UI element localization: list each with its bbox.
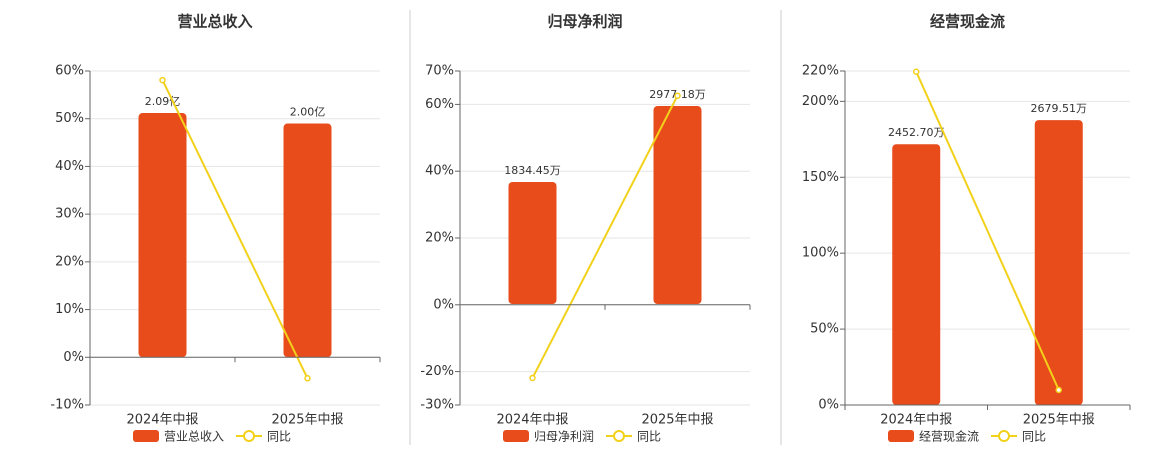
point	[159, 76, 166, 84]
y-tick-label: 50%	[55, 111, 84, 126]
y-tick-label: -10%	[50, 398, 84, 413]
y-tick-label: -20%	[420, 364, 454, 379]
bar	[1034, 120, 1083, 405]
y-tick-label: 0%	[433, 297, 454, 312]
y-tick-label: 40%	[425, 164, 454, 179]
legend-swatch	[503, 430, 529, 442]
bar	[283, 123, 332, 358]
x-tick-label: 2025年中报	[271, 413, 343, 428]
line	[531, 95, 679, 379]
legend-swatch	[613, 430, 626, 442]
point	[1055, 386, 1062, 394]
y-tick-label: 20%	[55, 254, 84, 269]
value-label: 2.00亿	[290, 106, 326, 119]
y-tick-label: 70%	[425, 64, 454, 79]
chart-title: 经营现金流	[930, 13, 1005, 31]
y-tick-label: 40%	[55, 159, 84, 174]
y-tick-label: 30%	[55, 207, 84, 222]
legend-label: 同比	[1022, 430, 1046, 444]
line	[915, 71, 1060, 391]
value-label: 1834.45万	[504, 164, 561, 177]
point	[913, 68, 920, 76]
y-tick-label: 150%	[802, 170, 839, 185]
legend-swatch	[243, 430, 256, 442]
chart-title: 营业总收入	[177, 13, 252, 31]
y-tick-label: 60%	[425, 97, 454, 112]
value-label: 2679.51万	[1031, 102, 1088, 115]
point	[529, 374, 536, 382]
bar	[508, 182, 557, 304]
y-tick-label: 60%	[55, 64, 84, 79]
y-tick-label: 100%	[802, 246, 839, 261]
x-tick-label: 2025年中报	[641, 413, 713, 428]
y-tick-label: 50%	[810, 322, 839, 337]
y-tick-label: 200%	[802, 94, 839, 109]
x-tick-label: 2024年中报	[126, 413, 198, 428]
y-tick-label: 20%	[425, 231, 454, 246]
legend-label: 归母净利润	[534, 430, 594, 444]
legend-label: 经营现金流	[919, 429, 979, 444]
x-tick-label: 2024年中报	[496, 413, 568, 428]
legend-swatch	[133, 430, 159, 442]
x-tick-label: 2025年中报	[1023, 413, 1095, 428]
y-tick-label: 0%	[63, 350, 84, 365]
x-tick-label: 2024年中报	[880, 413, 952, 428]
point	[674, 92, 681, 99]
chart-title: 归母净利润	[547, 13, 622, 31]
legend-swatch	[998, 430, 1011, 442]
value-label: 2452.70万	[888, 126, 945, 139]
bar	[892, 144, 941, 405]
y-tick-label: 0%	[818, 398, 839, 413]
legend-label: 同比	[267, 430, 291, 444]
y-tick-label: 220%	[802, 64, 839, 79]
y-tick-label: 10%	[55, 302, 84, 317]
bar	[653, 106, 702, 304]
bar	[138, 113, 187, 358]
y-tick-label: -30%	[420, 398, 454, 413]
point	[304, 375, 311, 382]
legend-label: 同比	[637, 430, 661, 444]
line	[161, 79, 309, 379]
legend-label: 营业总收入	[164, 430, 224, 444]
legend-swatch	[888, 430, 914, 442]
